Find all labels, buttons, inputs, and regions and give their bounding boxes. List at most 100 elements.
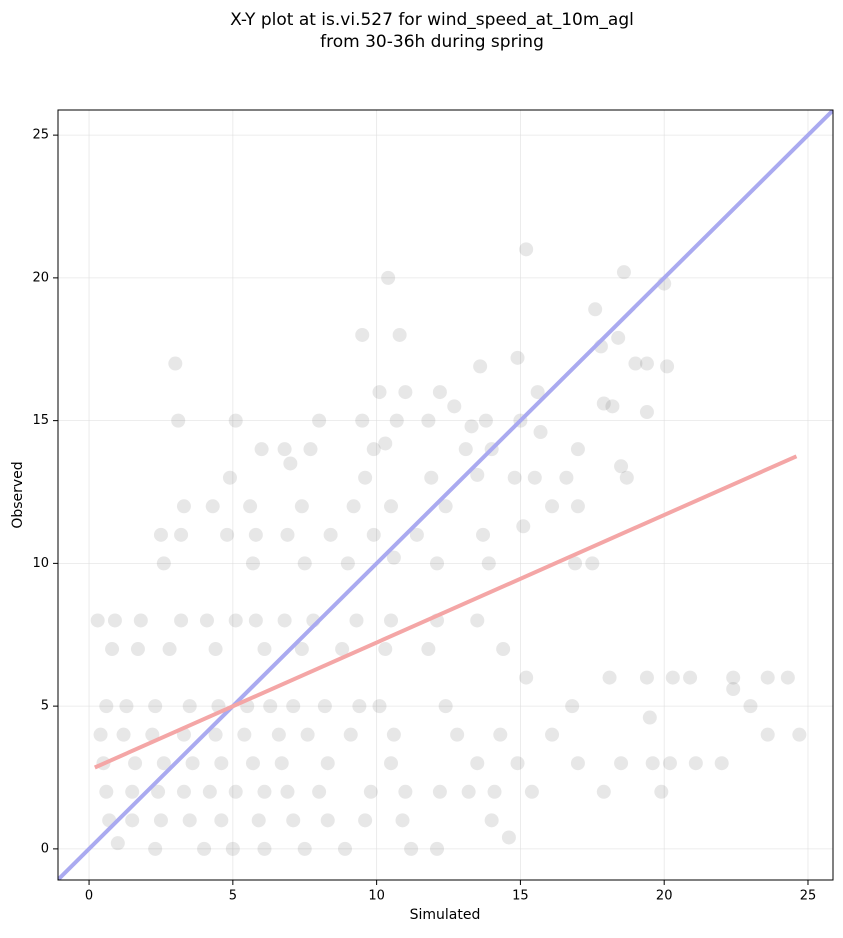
y-tick-label: 5 [41,699,49,714]
point [254,442,269,457]
point [714,756,729,771]
x-tick-label: 15 [512,889,529,904]
point [337,841,352,856]
point [565,699,580,714]
point [197,841,212,856]
point [378,436,393,451]
point [257,841,272,856]
point [585,556,600,571]
chart-title: X-Y plot at is.vi.527 for wind_speed_at_… [230,10,634,30]
point [570,499,585,514]
point [386,727,401,742]
point [283,456,298,471]
point [105,642,120,657]
point [312,413,327,428]
point [294,642,309,657]
point [596,396,611,411]
point [245,756,260,771]
point [352,699,367,714]
point [611,330,626,345]
point [384,613,399,628]
point [340,556,355,571]
point [317,699,332,714]
y-tick-label: 20 [32,270,49,285]
point [760,670,775,685]
point [346,499,361,514]
fit-line [93,454,798,770]
point [384,756,399,771]
point [93,727,108,742]
point [297,841,312,856]
point [99,699,114,714]
point [516,519,531,534]
point [228,413,243,428]
point [263,699,278,714]
point [182,699,197,714]
point [660,359,675,374]
point [519,242,534,257]
point [243,499,258,514]
x-tick-label: 25 [800,889,817,904]
point [450,727,465,742]
point [99,784,114,799]
point [588,302,603,317]
point [125,813,140,828]
point [248,527,263,542]
point [251,813,266,828]
point [478,413,493,428]
point [130,642,145,657]
point [493,727,508,742]
point [559,470,574,485]
point [432,784,447,799]
point [487,784,502,799]
point [222,470,237,485]
point [645,756,660,771]
point [654,784,669,799]
point [404,841,419,856]
point [312,784,327,799]
point [389,413,404,428]
point [156,556,171,571]
point [614,756,629,771]
point [665,670,680,685]
point [726,670,741,685]
point [349,613,364,628]
point [151,784,166,799]
point [384,499,399,514]
point [602,670,617,685]
point [642,710,657,725]
point [760,727,775,742]
point [430,556,445,571]
point [119,699,134,714]
point [432,385,447,400]
point [323,527,338,542]
point [570,442,585,457]
point [199,613,214,628]
point [570,756,585,771]
point [381,270,396,285]
point [639,670,654,685]
point [447,399,462,414]
point [182,813,197,828]
point [530,385,545,400]
point [257,642,272,657]
point [628,356,643,371]
point [153,527,168,542]
point [156,756,171,771]
point [358,813,373,828]
point [438,499,453,514]
point [125,784,140,799]
x-tick-label: 0 [85,889,93,904]
point [176,784,191,799]
point [519,670,534,685]
point [205,499,220,514]
point [185,756,200,771]
point [386,550,401,565]
point [286,813,301,828]
point [507,470,522,485]
point [174,613,189,628]
point [614,459,629,474]
x-tick-label: 10 [368,889,385,904]
plot-frame [57,109,834,881]
